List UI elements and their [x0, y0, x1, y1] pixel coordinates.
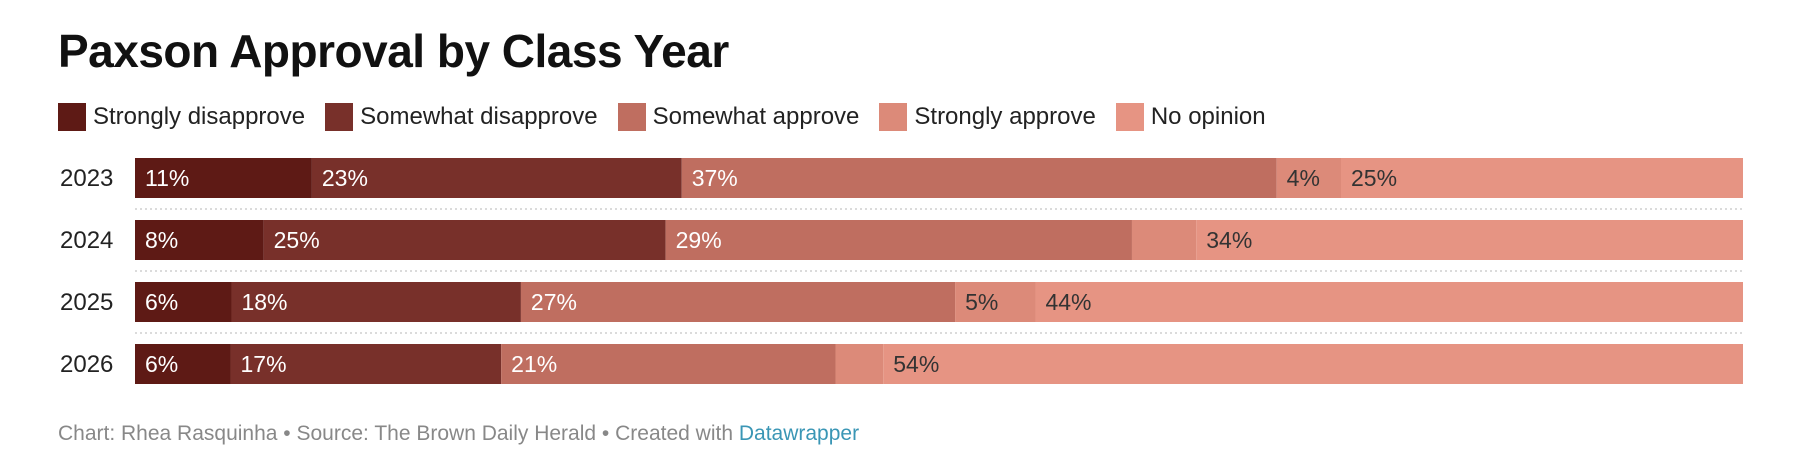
- bar-segment: [311, 158, 682, 198]
- footer-created-with: Created with: [615, 422, 739, 445]
- legend-label: Somewhat disapprove: [360, 103, 598, 130]
- chart-footer: Chart: Rhea Rasquinha • Source: The Brow…: [58, 422, 859, 446]
- legend-label: Strongly disapprove: [93, 103, 306, 130]
- bar-segment: [501, 344, 836, 384]
- bar-segment: [230, 344, 502, 384]
- legend-swatch: [617, 103, 646, 131]
- legend-swatch: [58, 103, 86, 131]
- data-label: 18%: [241, 289, 287, 315]
- data-label: 23%: [322, 165, 368, 191]
- footer-separator: •: [596, 422, 616, 445]
- legend-item: Somewhat approve: [617, 103, 860, 131]
- row-label: 2026: [60, 351, 113, 378]
- bar-segment: [835, 344, 884, 384]
- data-label: 37%: [692, 165, 738, 191]
- footer-source: Source: The Brown Daily Herald: [296, 422, 597, 445]
- row-label: 2025: [60, 289, 113, 316]
- data-label: 54%: [893, 351, 939, 377]
- data-label: 4%: [1287, 165, 1320, 191]
- bar-segment: [520, 282, 956, 322]
- legend-item: Somewhat disapprove: [325, 103, 598, 131]
- data-label: 21%: [511, 351, 557, 377]
- bar-segment: [1131, 220, 1197, 260]
- bar-segment: [135, 344, 231, 384]
- data-label: 44%: [1045, 289, 1091, 315]
- bar-segment: [681, 158, 1277, 198]
- data-label: 5%: [965, 289, 998, 315]
- data-label: 25%: [1351, 165, 1397, 191]
- chart-title: Paxson Approval by Class Year: [58, 25, 729, 77]
- data-label: 6%: [145, 289, 178, 315]
- footer-author: Chart: Rhea Rasquinha: [58, 422, 278, 445]
- bar-segment: [1276, 158, 1341, 198]
- data-label: 8%: [145, 227, 178, 253]
- legend-swatch: [879, 103, 908, 131]
- bar-segment: [231, 282, 521, 322]
- bar-segment: [263, 220, 666, 260]
- bar-segment: [135, 158, 312, 198]
- bar-segment: [955, 282, 1036, 322]
- chart-legend: Strongly disapprove Somewhat disapprove So…: [58, 102, 1286, 132]
- legend-item: Strongly approve: [879, 103, 1096, 131]
- bar-segment: [1196, 220, 1743, 260]
- bar-segment: [883, 344, 1743, 384]
- bar-segment: [1341, 158, 1743, 198]
- legend-label: Strongly approve: [914, 103, 1096, 130]
- data-label: 17%: [241, 351, 287, 377]
- data-label: 27%: [531, 289, 577, 315]
- row-label: 2024: [60, 227, 113, 254]
- bar-segment: [665, 220, 1132, 260]
- datawrapper-link[interactable]: Datawrapper: [738, 422, 860, 445]
- legend-item: Strongly disapprove: [58, 103, 305, 131]
- data-label: 25%: [274, 227, 320, 253]
- row-label: 2023: [60, 165, 113, 192]
- bar-segment: [135, 282, 232, 322]
- stacked-bar-chart: 2023 11% 23% 37% 4% 25% 2024 8% 25% 29% 34% 2025 6% 1…: [60, 158, 1743, 384]
- legend-swatch: [1115, 103, 1144, 131]
- legend-swatch: [325, 103, 354, 131]
- data-label: 34%: [1206, 227, 1252, 253]
- legend-label: No opinion: [1150, 103, 1266, 130]
- footer-separator: •: [277, 422, 297, 445]
- legend-item: No opinion: [1115, 103, 1266, 131]
- data-label: 6%: [145, 351, 178, 377]
- data-label: 11%: [145, 165, 189, 191]
- data-label: 29%: [676, 227, 722, 253]
- bar-segment: [1035, 282, 1743, 322]
- bar-segment: [135, 220, 264, 260]
- legend-label: Somewhat approve: [652, 103, 860, 130]
